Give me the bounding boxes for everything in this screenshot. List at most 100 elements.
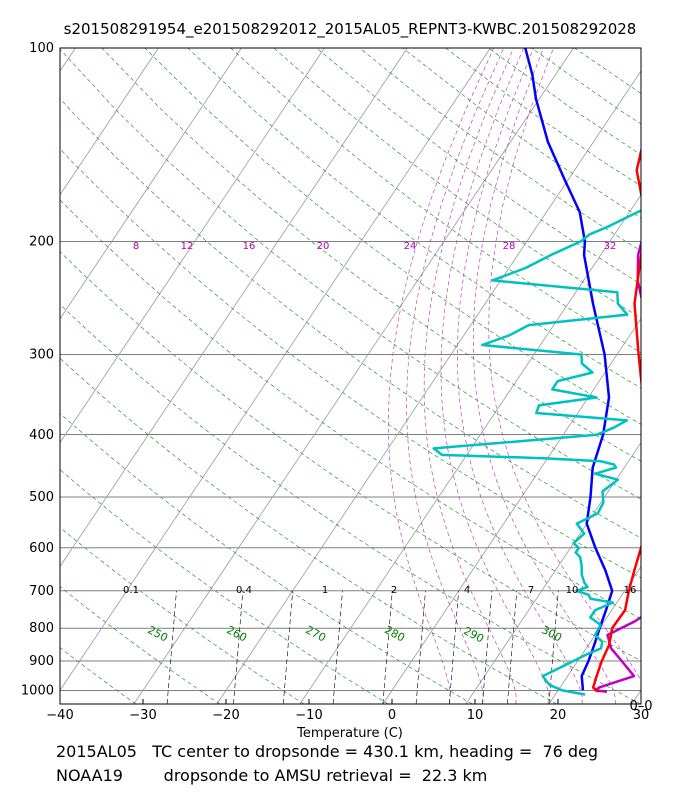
moist-adiabat-label: 8 bbox=[133, 241, 139, 252]
dry-adiabat-line bbox=[60, 357, 557, 704]
moist-adiabat-label: 32 bbox=[604, 241, 617, 252]
dry-adiabat-line bbox=[0, 48, 52, 704]
mixing-ratio-label: 4 bbox=[464, 585, 470, 596]
dry-adiabat-label: 270 bbox=[303, 623, 328, 644]
isotherm-line bbox=[60, 48, 491, 692]
x-tick-label: −10 bbox=[295, 708, 322, 723]
moist-adiabat-line bbox=[406, 48, 505, 704]
moist-adiabat-label: 12 bbox=[181, 241, 194, 252]
dry-adiabat-label: 280 bbox=[382, 623, 407, 644]
x-tick-label: 0 bbox=[388, 708, 396, 723]
profile-line-cyan-dewpoint bbox=[432, 209, 641, 696]
y-tick-label: 300 bbox=[29, 347, 54, 362]
caption-line-1: 2015AL05 TC center to dropsonde = 430.1 … bbox=[56, 742, 599, 761]
isotherm-line bbox=[548, 565, 641, 704]
isotherm-line bbox=[465, 441, 641, 704]
dry-adiabat-line bbox=[60, 526, 305, 704]
isotherm-line bbox=[60, 48, 159, 196]
dry-adiabat-line bbox=[60, 304, 641, 704]
mixing-ratio-line bbox=[382, 590, 393, 704]
moist-adiabat-label: 28 bbox=[503, 241, 516, 252]
isotherm-line bbox=[60, 48, 76, 72]
dry-adiabat-line bbox=[402, 48, 641, 219]
moist-adiabat-line bbox=[388, 48, 495, 704]
isotherm-line bbox=[299, 194, 641, 704]
y-tick-label: 200 bbox=[29, 234, 54, 249]
dry-adiabat-line bbox=[60, 586, 221, 704]
isotherm-line bbox=[216, 70, 641, 704]
mixing-ratio-label: 7 bbox=[528, 585, 534, 596]
isotherm-line bbox=[60, 48, 242, 320]
mixing-ratio-line bbox=[482, 590, 493, 704]
isotherm-line bbox=[631, 689, 641, 704]
moist-adiabat-label: 24 bbox=[404, 241, 417, 252]
y-tick-label: 400 bbox=[29, 428, 54, 443]
dry-adiabat-line bbox=[144, 48, 641, 425]
dry-adiabat-line bbox=[60, 48, 641, 500]
dry-adiabat-label: 250 bbox=[145, 623, 170, 644]
mixing-ratio-line bbox=[415, 590, 426, 704]
chart-title: s201508291954_e201508292012_2015AL05_REP… bbox=[63, 20, 637, 38]
dry-adiabat-line bbox=[60, 469, 389, 704]
mixing-ratio-line bbox=[448, 590, 459, 704]
moist-adiabat-line bbox=[488, 48, 641, 682]
mixing-ratio-label: 1 bbox=[322, 585, 328, 596]
dry-adiabat-line bbox=[60, 412, 473, 704]
dry-adiabat-label: 260 bbox=[224, 623, 249, 644]
x-tick-label: −40 bbox=[46, 708, 73, 723]
isotherm-line bbox=[133, 48, 574, 704]
dry-adiabat-line bbox=[60, 97, 641, 539]
mixing-ratio-line bbox=[332, 590, 343, 704]
mixing-ratio-label: 0.4 bbox=[236, 585, 252, 596]
dry-adiabat-label: 290 bbox=[461, 624, 486, 645]
y-tick-label: 500 bbox=[29, 490, 54, 505]
moist-adiabat-line bbox=[423, 48, 517, 704]
mixing-ratio-label: 16 bbox=[624, 585, 637, 596]
x-tick-label: 10 bbox=[467, 708, 484, 723]
dry-adiabat-line bbox=[60, 647, 136, 704]
corner-label: 0–0 bbox=[629, 699, 652, 714]
y-tick-label: 600 bbox=[29, 541, 54, 556]
dry-adiabat-line bbox=[60, 148, 641, 579]
dry-adiabat-line bbox=[445, 48, 641, 187]
dry-adiabat-line bbox=[273, 48, 641, 319]
moist-adiabat-line bbox=[456, 48, 583, 704]
y-tick-label: 700 bbox=[29, 584, 54, 599]
dry-adiabat-label: 300 bbox=[539, 623, 564, 644]
x-tick-label: −30 bbox=[129, 708, 156, 723]
profile-line-blue-profile bbox=[524, 48, 614, 691]
dry-adiabat-line bbox=[187, 48, 641, 389]
mixing-ratio-line bbox=[282, 590, 293, 704]
dry-adiabat-line bbox=[359, 48, 641, 252]
dry-adiabat-line bbox=[60, 199, 641, 620]
profile-line-red-temperature bbox=[591, 146, 641, 693]
x-tick-label: −20 bbox=[212, 708, 239, 723]
mixing-ratio-line bbox=[166, 590, 177, 704]
caption-line-2: NOAA19 dropsonde to AMSU retrieval = 22.… bbox=[56, 766, 488, 785]
mixing-ratio-label: 0.1 bbox=[123, 585, 139, 596]
dry-adiabat-line bbox=[101, 48, 641, 462]
x-axis-label: Temperature (C) bbox=[296, 726, 403, 741]
dry-adiabat-line bbox=[316, 48, 641, 285]
dry-adiabat-line bbox=[230, 48, 641, 354]
moist-adiabat-label: 16 bbox=[243, 241, 256, 252]
mixing-ratio-line bbox=[507, 590, 518, 704]
isotherm-line bbox=[382, 318, 641, 704]
moist-adiabat-label: 20 bbox=[317, 241, 330, 252]
dry-adiabat-line bbox=[574, 48, 641, 94]
isotherm-line bbox=[60, 48, 408, 568]
x-tick-label: 20 bbox=[550, 708, 567, 723]
isotherm-line bbox=[60, 48, 325, 444]
moist-adiabat-line bbox=[440, 48, 550, 704]
mixing-ratio-line bbox=[233, 590, 244, 704]
x-tick-label: 30 bbox=[633, 708, 650, 723]
y-tick-label: 100 bbox=[29, 41, 54, 56]
dry-adiabat-line bbox=[488, 48, 641, 156]
moist-adiabat-line bbox=[472, 48, 616, 704]
y-tick-label: 800 bbox=[29, 621, 54, 636]
y-tick-label: 900 bbox=[29, 654, 54, 669]
mixing-ratio-label: 10 bbox=[566, 585, 579, 596]
dry-adiabat-line bbox=[60, 251, 641, 662]
mixing-ratio-label: 2 bbox=[391, 585, 397, 596]
